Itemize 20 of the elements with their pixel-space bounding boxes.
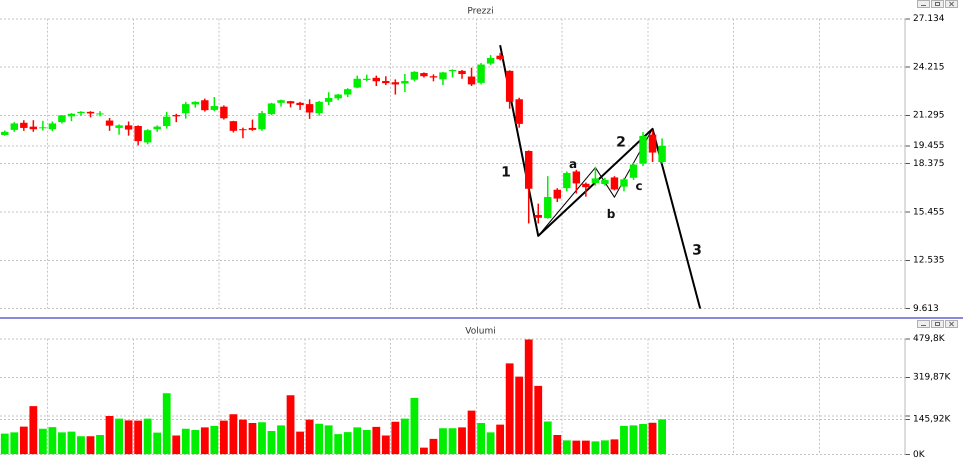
annotation: a: [568, 157, 578, 172]
annotation: c: [635, 179, 643, 194]
y-tick-label: 18.375: [913, 159, 944, 170]
annotation: 1: [501, 164, 511, 181]
y-tick-label: 12.535: [913, 256, 944, 266]
annotation: 3: [692, 242, 702, 259]
y-tick-label: 0K: [913, 450, 926, 460]
annotation: 2: [616, 134, 626, 151]
chart-title: Volumi: [465, 326, 496, 337]
y-tick-label: 319,87K: [913, 372, 952, 383]
y-tick-label: 479,8K: [913, 334, 946, 344]
y-tick-label: 9.613: [913, 304, 939, 314]
y-tick-label: 145,92K: [913, 414, 952, 425]
y-tick-label: 19.455: [913, 141, 944, 152]
y-tick-label: 27.134: [913, 14, 945, 24]
annotation: b: [606, 207, 616, 222]
y-tick-label: 15.455: [913, 207, 944, 218]
y-tick-label: 24.215: [913, 62, 944, 72]
y-tick-label: 21.295: [913, 110, 944, 121]
chart-title: Prezzi: [467, 6, 494, 17]
